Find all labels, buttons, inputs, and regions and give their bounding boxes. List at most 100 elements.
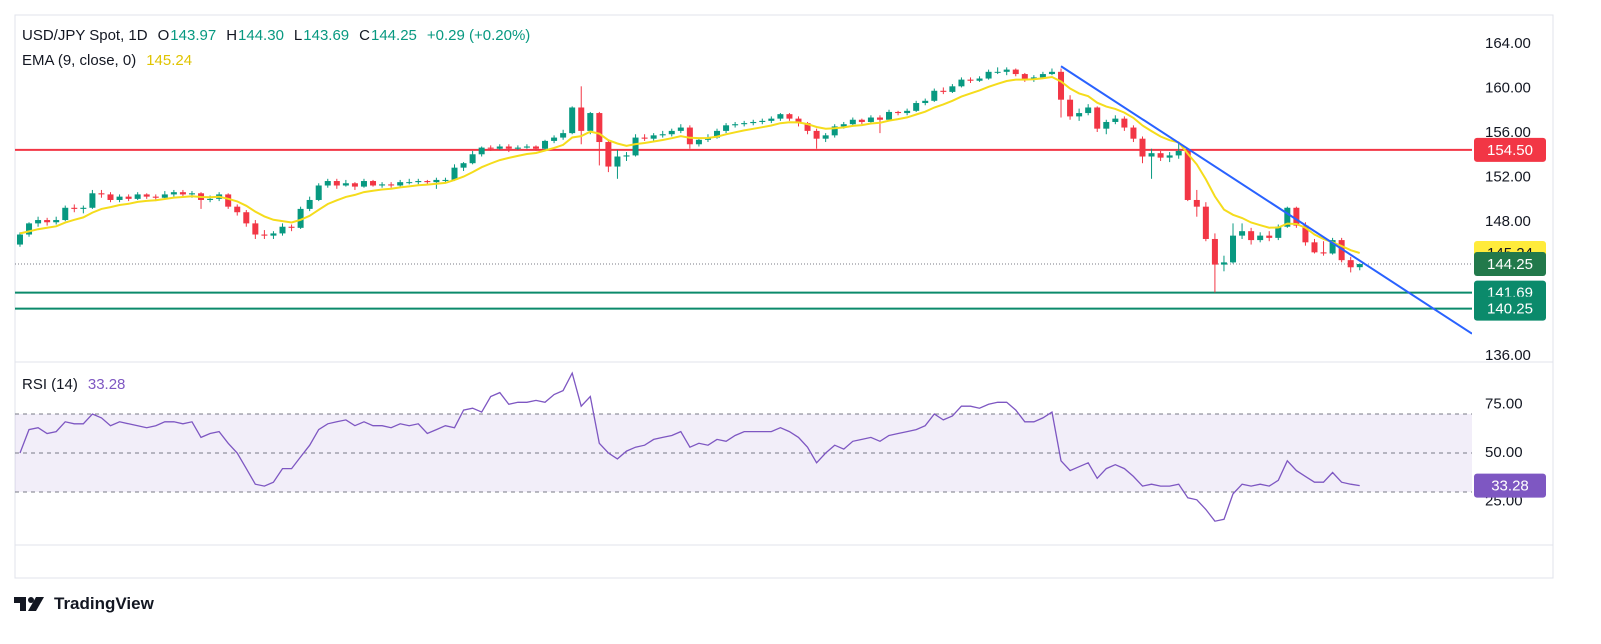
- y-tick-label: 160.00: [1485, 80, 1531, 97]
- candle-body: [360, 181, 367, 187]
- candle-body: [623, 155, 630, 157]
- candle-body: [288, 226, 295, 228]
- candle-body: [1275, 226, 1282, 238]
- ohlc-legend: USD/JPY Spot, 1D O 143.97 H 144.30 L 143.69 C 1…: [22, 27, 530, 44]
- candle-body: [442, 179, 449, 181]
- candle-body: [370, 181, 377, 186]
- candle-body: [650, 135, 657, 139]
- candle-body: [35, 220, 42, 224]
- candle-body: [768, 118, 775, 121]
- candle-body: [614, 156, 621, 167]
- candle-body: [677, 127, 684, 131]
- candle-body: [813, 130, 820, 139]
- ohlc-key: L: [293, 27, 303, 44]
- candle-body: [433, 179, 440, 183]
- price-tag: [1474, 473, 1546, 498]
- x-tick-label: Aug: [1183, 551, 1210, 568]
- candle-body: [596, 113, 603, 143]
- ohlc-value: 143.97: [170, 27, 217, 44]
- candle-body: [1157, 153, 1164, 158]
- candle-body: [858, 119, 865, 122]
- candle-body: [1021, 74, 1028, 80]
- candle-body: [686, 127, 693, 145]
- footer: TradingView: [14, 594, 154, 614]
- candle-body: [1302, 225, 1309, 243]
- candle-body: [759, 120, 766, 122]
- y-tick-label: 148.00: [1485, 213, 1531, 230]
- candle-body: [985, 71, 992, 79]
- candle-body: [1121, 118, 1128, 128]
- candle-body: [822, 135, 829, 139]
- candle-body: [514, 147, 521, 149]
- candle-body: [931, 90, 938, 101]
- candle-body: [532, 146, 539, 149]
- candle-body: [379, 184, 386, 186]
- x-tick-label: Apr: [389, 551, 412, 568]
- candle-body: [886, 111, 893, 120]
- candle-body: [71, 207, 78, 209]
- candle-body: [1175, 150, 1182, 156]
- candle-body: [478, 147, 485, 155]
- rsi-tick-label: 75.00: [1485, 395, 1523, 412]
- symbol: USD/JPY Spot, 1D: [22, 27, 148, 44]
- candle-body: [804, 123, 811, 131]
- candle-body: [351, 183, 358, 187]
- candle-body: [940, 90, 947, 92]
- x-tick-label: Jun: [795, 551, 819, 568]
- candle-body: [1193, 199, 1200, 207]
- candle-body: [80, 207, 87, 209]
- candle-body: [668, 130, 675, 135]
- candle-body: [741, 123, 748, 125]
- candle-body: [505, 146, 512, 149]
- y-tick-label: 164.00: [1485, 35, 1531, 52]
- x-tick-label: May: [585, 551, 614, 568]
- candle-body: [867, 117, 874, 122]
- brand: TradingView: [54, 594, 154, 613]
- candle-body: [170, 192, 177, 195]
- candle-body: [958, 79, 965, 87]
- ohlc-key: C: [359, 27, 370, 44]
- price-tag-label: 144.25: [1487, 256, 1533, 273]
- candle-body: [487, 147, 494, 149]
- candle-body: [1356, 264, 1363, 268]
- candle-body: [587, 113, 594, 131]
- candle-body: [831, 126, 838, 136]
- rsi-tick-label: 50.00: [1485, 444, 1523, 461]
- candle-body: [179, 192, 186, 195]
- candle-body: [415, 181, 422, 183]
- candle-body: [98, 193, 105, 195]
- candle-body: [207, 198, 214, 200]
- candle-body: [1139, 138, 1146, 157]
- candle-body: [994, 71, 1001, 73]
- ema-name: EMA (9, close, 0): [22, 52, 137, 69]
- candle-body: [333, 181, 340, 186]
- x-tick-label: Mar: [197, 551, 223, 568]
- candle-body: [1012, 69, 1019, 75]
- candle-body: [605, 142, 612, 167]
- candle-body: [913, 103, 920, 111]
- ohlc-value: 144.25: [371, 27, 417, 44]
- candle-body: [560, 133, 567, 138]
- x-tick-label: Feb: [7, 551, 33, 568]
- candle-body: [188, 193, 195, 195]
- y-tick-label: 152.00: [1485, 169, 1531, 186]
- ohlc-key: O: [157, 27, 170, 44]
- candle-body: [270, 233, 277, 236]
- logo: [14, 597, 44, 611]
- candle-body: [1076, 113, 1083, 117]
- candle-body: [876, 117, 883, 120]
- candle-body: [777, 114, 784, 119]
- candle-body: [786, 114, 793, 119]
- candle-body: [723, 125, 730, 131]
- candle-body: [922, 100, 929, 104]
- candle-body: [1311, 242, 1318, 253]
- candle-body: [53, 220, 60, 223]
- candle-body: [406, 182, 413, 184]
- candle-body: [1329, 240, 1336, 254]
- change: +0.29 (+0.20%): [426, 27, 531, 44]
- y-tick-label: 156.00: [1485, 124, 1531, 141]
- candle-body: [1003, 69, 1010, 72]
- candle-body: [1347, 260, 1354, 268]
